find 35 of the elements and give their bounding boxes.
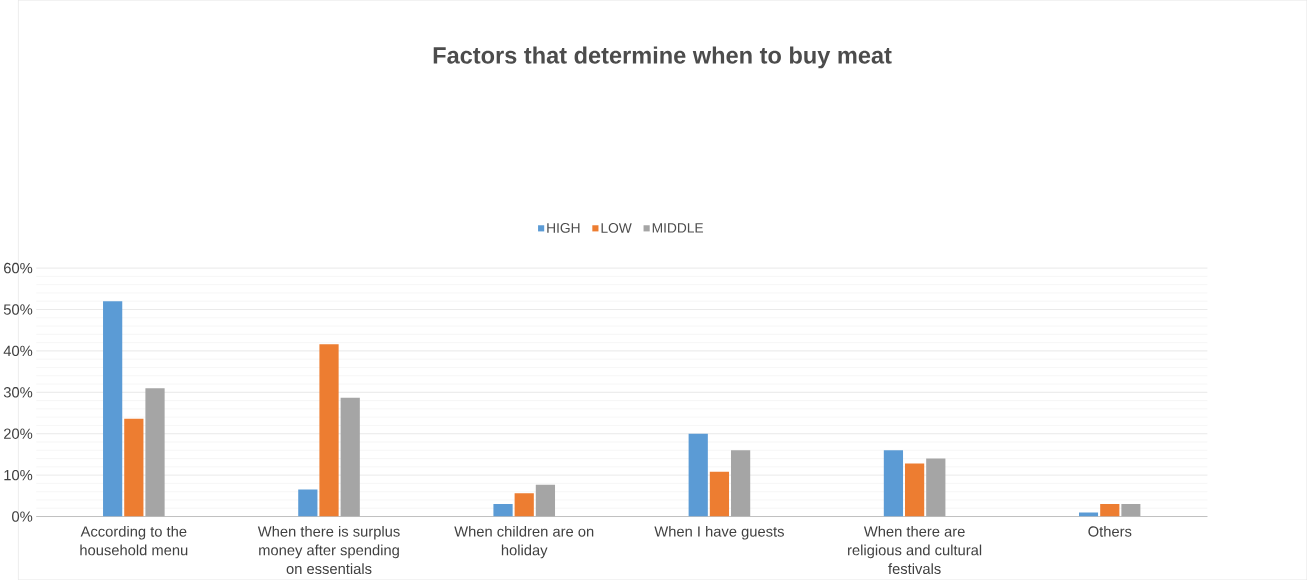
y-tick-label: 60% (4, 262, 33, 274)
bar (926, 458, 946, 517)
bar (493, 504, 513, 517)
y-tick-label: 10% (4, 469, 33, 481)
bar (319, 344, 339, 517)
y-tick-label: 20% (4, 428, 33, 439)
x-tick-label: When children are on holiday (454, 525, 594, 559)
x-tick-label: When there is surplus money after spending on essentials (257, 525, 400, 574)
bar (340, 397, 360, 517)
bar (1079, 512, 1099, 517)
x-tick-label: Others (1088, 525, 1132, 537)
legend-label: MIDDLE (652, 223, 704, 233)
y-tick-label: 30% (3, 387, 33, 398)
x-tick-label: When there are religious and cultural festivals (848, 525, 982, 574)
x-tick-label: According to the household menu (80, 525, 188, 556)
bar (1121, 504, 1141, 517)
y-tick-label: 0% (12, 511, 33, 522)
bar (730, 450, 751, 517)
bar (514, 493, 534, 517)
bar (124, 418, 144, 517)
bar (883, 450, 904, 517)
legend-label: LOW (601, 223, 632, 233)
legend-label: HIGH (547, 223, 580, 233)
bar (1100, 504, 1120, 517)
bar (145, 388, 165, 517)
bar (709, 471, 730, 517)
x-tick-label: When I have guests (654, 525, 784, 540)
y-tick-label: 50% (3, 304, 33, 315)
chart-title: Factors that determine when to buy meat (433, 46, 892, 69)
y-tick-label: 40% (3, 345, 33, 357)
bar (103, 301, 123, 517)
bar (298, 489, 318, 517)
bar (688, 433, 708, 517)
bar (904, 463, 925, 517)
bar (535, 484, 556, 517)
